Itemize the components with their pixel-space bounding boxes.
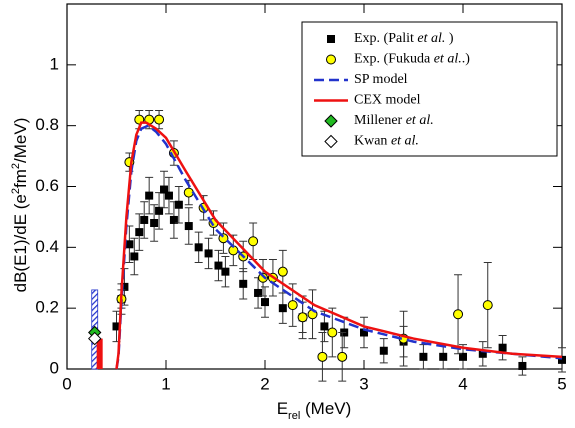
legend-swatch (324, 114, 338, 128)
legend-label: SP model (354, 72, 408, 87)
legend-label: Exp. (Palit et al. ) (354, 31, 454, 46)
text-part: 2 (10, 188, 22, 194)
point (169, 215, 178, 224)
text-part: Millener (354, 113, 406, 128)
point (214, 261, 223, 270)
point (88, 331, 102, 346)
text-part: et al. (391, 134, 419, 149)
text-part: SP model (354, 72, 408, 87)
point (184, 222, 193, 231)
point (204, 249, 213, 258)
y-tick-label: 0.8 (35, 115, 59, 134)
text-part: ) (445, 31, 454, 46)
y-tick-label: 0.4 (35, 237, 59, 256)
text-part: et al. (434, 52, 462, 67)
point (140, 215, 149, 224)
point (164, 191, 173, 200)
text-part: 2 (10, 163, 22, 169)
y-tick-label: 0.2 (35, 298, 59, 317)
legend-label: Kwan et al. (354, 134, 419, 149)
text-part: fm (11, 169, 30, 188)
text-part: dB(E1)/dE (e (11, 194, 30, 292)
point (320, 322, 329, 331)
point (278, 304, 287, 313)
text-part: .) (462, 52, 471, 67)
text-part: et al. (417, 31, 445, 46)
point (154, 114, 165, 125)
x-tick-label: 0 (62, 374, 71, 393)
text-part: Kwan (354, 134, 391, 149)
point (145, 191, 154, 200)
legend-label: Millener et al. (354, 113, 434, 128)
point (194, 243, 203, 252)
text-part: E (277, 399, 288, 418)
text-part: Exp. (Fukuda (354, 52, 434, 67)
text-part: rel (288, 410, 300, 422)
point (258, 272, 269, 283)
point (287, 300, 298, 311)
legend-swatch (327, 35, 335, 43)
point (155, 206, 164, 215)
legend-label: Exp. (Fukuda et al..) (354, 52, 470, 67)
point (317, 351, 328, 362)
text-part: /MeV) (11, 118, 30, 163)
text-part: (MeV) (300, 399, 351, 418)
point (261, 298, 269, 307)
point (498, 343, 507, 352)
legend-box (301, 21, 558, 157)
legend-label: CEX model (354, 93, 421, 108)
x-tick-label: 3 (359, 374, 368, 393)
point (379, 346, 388, 355)
x-axis-label: Erel (MeV) (277, 399, 352, 421)
x-tick-label: 2 (260, 374, 269, 393)
point (297, 312, 308, 323)
y-axis-label: dB(E1)/dE (e2fm2/MeV) (10, 118, 31, 293)
point (439, 352, 448, 361)
point (150, 219, 159, 227)
legend-swatch (324, 134, 338, 149)
point (135, 228, 144, 237)
y-tick-label: 0.6 (35, 176, 59, 195)
point (239, 279, 248, 288)
point (337, 351, 348, 362)
legend-swatch (326, 54, 336, 65)
text-part: et al. (406, 113, 434, 128)
x-tick-label: 5 (557, 374, 566, 393)
point (327, 327, 338, 338)
x-tick-label: 1 (161, 374, 170, 393)
text-part: Exp. (Palit (354, 31, 417, 46)
point (277, 266, 288, 277)
y-tick-label: 0 (50, 358, 59, 377)
point (221, 267, 230, 276)
point (254, 288, 263, 297)
point (518, 361, 527, 370)
x-tick-label: 4 (458, 374, 467, 393)
point (174, 200, 183, 209)
point (419, 352, 428, 361)
model-curve (115, 121, 563, 370)
bar (96, 338, 103, 369)
text-part: CEX model (354, 93, 421, 108)
point (248, 236, 259, 247)
y-tick-label: 1 (50, 54, 59, 73)
point (459, 352, 467, 361)
point (453, 309, 464, 320)
point (130, 252, 139, 261)
point (160, 185, 169, 194)
point (125, 240, 134, 249)
point (482, 300, 493, 311)
